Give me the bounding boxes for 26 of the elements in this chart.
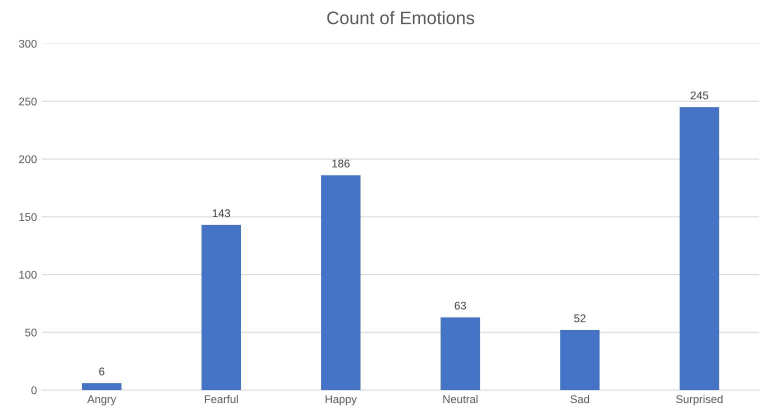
y-tick-label: 100 [19, 270, 37, 279]
y-tick-label: 300 [18, 40, 37, 48]
bar [82, 383, 122, 390]
bar [680, 107, 720, 390]
chart-title: Count of Emotions [327, 11, 474, 24]
data-label: 6 [99, 368, 104, 376]
x-tick-label: Angry [87, 395, 116, 406]
bar [440, 317, 480, 390]
y-tick-label: 250 [19, 98, 37, 106]
bar [321, 175, 361, 390]
data-label: 186 [332, 160, 350, 168]
data-label: 143 [212, 209, 230, 218]
y-tick-label: 50 [25, 328, 37, 336]
x-tick-label: Fearful [204, 394, 238, 404]
x-tick-label: Happy [326, 395, 357, 406]
y-tick-label: 0 [31, 386, 37, 394]
x-tick-label: Neutral [443, 394, 478, 404]
bar [202, 224, 241, 390]
y-tick-label: 150 [19, 213, 37, 221]
data-label: 245 [690, 91, 708, 100]
y-tick-label: 200 [19, 155, 37, 164]
data-label: 52 [574, 314, 586, 322]
bar [560, 330, 600, 390]
data-label: 63 [454, 302, 466, 310]
x-tick-label: Surprised [676, 394, 722, 406]
x-tick-label: Sad [570, 394, 590, 404]
